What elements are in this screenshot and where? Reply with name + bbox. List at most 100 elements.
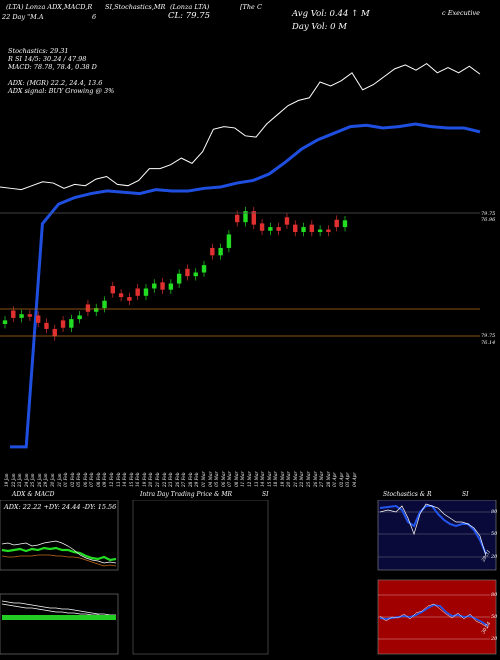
candle-body (226, 234, 232, 248)
rsi-tick: 80 (491, 592, 498, 598)
header-line1-mid1: SI,Stochastics,MR (105, 3, 166, 11)
close-label: CL: 79.75 (168, 11, 211, 21)
stochastics-panel (377, 500, 497, 571)
date-tick-label: 13 Feb (115, 472, 121, 488)
candle-body (309, 224, 315, 232)
date-tick-label: 26 Jan (36, 473, 42, 487)
avg-volume: Avg Vol: 0.44 ↑ M (292, 9, 370, 19)
date-tick-label: 01 Apr (332, 472, 338, 487)
candle-body (77, 315, 82, 320)
adx-panel-title: ADX & MACD (12, 491, 55, 498)
date-tick-label: 12 Mar (246, 471, 252, 487)
rsi-tick: 50 (491, 614, 498, 620)
date-tick-label: 29 Feb (194, 472, 200, 488)
date-tick-label: 08 Feb (95, 472, 101, 488)
date-tick-label: 25 Mar (306, 471, 312, 487)
date-tick-label: 27 Feb (181, 472, 187, 488)
date-tick-label: 22 Jan (10, 473, 16, 487)
macd-line (1, 600, 116, 616)
date-tick-label: 04 Mar (207, 471, 213, 487)
macd-histogram (2, 615, 116, 620)
stochastics-value: Stochastics: 29.31 (8, 47, 69, 55)
candle-body (218, 247, 223, 256)
intra-panel-title-2: SI (262, 491, 269, 498)
date-tick-label: 22 Feb (161, 472, 167, 488)
date-tick-label: 26 Mar (312, 471, 318, 487)
candle-body (19, 314, 24, 318)
header-line2-left: 22 Day "M.A (2, 13, 44, 21)
date-tick-label: 03 Apr (345, 472, 351, 487)
intra-panel-title: Intra Day Trading Price & MR (140, 491, 233, 498)
date-tick-label: 16 Feb (135, 472, 141, 488)
date-tick-label: 04 Apr (352, 472, 357, 487)
rsi-current: 30.24 (481, 621, 493, 635)
adx-panel-values: ADX: 22.22 +DY: 24.44 -DY: 15.56 (3, 503, 116, 511)
candle-body (168, 283, 174, 290)
date-tick-label: 05 Mar (214, 471, 220, 487)
macd-value: MACD: 78.78, 78.4, 0.38 D (8, 63, 97, 71)
candle-body (342, 220, 348, 228)
candle-body (193, 272, 198, 277)
macd-panel (0, 593, 119, 655)
date-tick-label: 08 Mar (233, 471, 239, 487)
date-tick-label: 15 Feb (128, 472, 134, 488)
date-tick-label: 27 Mar (319, 471, 325, 487)
date-tick-label: 20 Feb (148, 472, 154, 488)
candle-body (210, 247, 215, 256)
date-tick-label: 09 Feb (102, 472, 108, 488)
date-tick-label: 28 Mar (325, 471, 331, 487)
candle-body (127, 297, 132, 301)
date-tick-label: 29 Jan (43, 473, 49, 487)
header-line1-mid3: [The C (240, 3, 262, 11)
price-level-label: 79.75 (481, 333, 496, 339)
adx-signal: ADX signal: BUY Growing @ 3% (8, 87, 115, 95)
date-tick-label: 31 Jan (56, 473, 62, 487)
date-tick-label: 14 Feb (122, 472, 128, 488)
candle-body (11, 310, 16, 318)
candle-body (234, 214, 240, 223)
candle-body (27, 314, 33, 317)
rsi-value: R SI 14/5: 30.24 / 47.98 (8, 55, 87, 63)
date-tick-label: 26 Feb (174, 472, 180, 488)
moving-average-line (10, 122, 481, 449)
candle-body (276, 227, 281, 231)
date-tick-label: 11 Mar (240, 471, 246, 487)
candle-body (185, 268, 190, 277)
rsi-tick: 20 (490, 636, 498, 642)
date-tick-label: 12 Feb (109, 472, 115, 488)
date-tick-label: 19 Feb (141, 472, 147, 488)
date-tick-label: 30 Jan (49, 473, 55, 487)
candle-body (2, 320, 8, 325)
date-tick-label: 07 Mar (227, 471, 233, 487)
date-tick-label: 02 Apr (338, 472, 344, 487)
date-tick-label: 23 Feb (168, 472, 174, 488)
date-tick-label: 21 Feb (155, 472, 161, 488)
candle-body (118, 293, 124, 298)
adx-value: ADX: (MGR) 22.2, 24.4, 13.6 (8, 79, 103, 87)
header-line1-right: c Executive (442, 9, 481, 17)
candle-body (69, 319, 74, 328)
candle-body (35, 315, 41, 323)
candle-body (317, 229, 323, 232)
date-tick-label: 07 Feb (89, 472, 95, 488)
price-line (0, 63, 481, 191)
candle-body (268, 227, 273, 231)
date-tick-label: 01 Feb (63, 472, 69, 488)
date-tick-label: 19 Mar (279, 471, 285, 487)
date-tick-label: 23 Jan (17, 473, 23, 487)
header-line1-left: (LTA) Lonza ADX,MACD,R (6, 3, 93, 11)
candle-body (251, 211, 256, 225)
date-tick-label: 06 Mar (220, 471, 226, 487)
candle-body (85, 304, 91, 312)
candle-body (152, 283, 157, 289)
candle-body (94, 308, 99, 312)
date-tick-label: 18 Mar (273, 471, 279, 487)
stoch-panel-title-2: SI (462, 491, 469, 498)
header-line2-num: 6 (92, 13, 97, 21)
candle-body (52, 328, 57, 337)
date-tick-label: 15 Mar (266, 471, 272, 487)
candle-body (44, 322, 49, 329)
candle-body (143, 288, 149, 296)
date-tick-label: 24 Jan (23, 473, 29, 487)
